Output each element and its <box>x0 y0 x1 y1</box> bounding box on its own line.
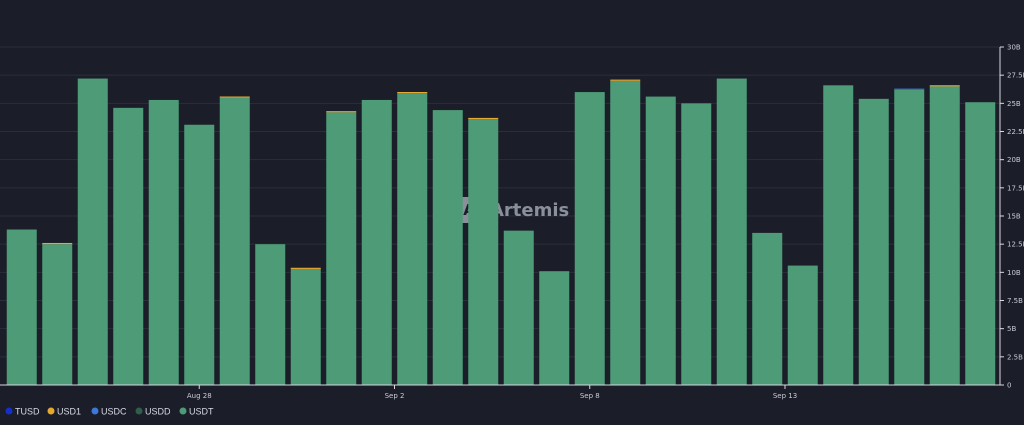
legend-label-usdc: USDC <box>101 407 127 417</box>
bar-usdt <box>468 119 499 386</box>
watermark-text: Artemis <box>490 200 569 221</box>
y-tick-label: 5B <box>1007 325 1016 333</box>
legend-label-usd1: USD1 <box>57 407 81 417</box>
bar-usd1 <box>290 267 321 269</box>
bars <box>6 78 996 386</box>
bar-usdt <box>255 244 286 385</box>
bar-usdt <box>574 92 605 386</box>
y-tick-label: 22.5B <box>1007 128 1024 136</box>
bar-usd1 <box>929 85 960 87</box>
x-axis: Aug 28 Sep 2 Sep 8 Sep 13 <box>187 385 797 400</box>
bar-usdt <box>432 110 463 386</box>
bar-usd1 <box>610 79 641 81</box>
bar-usd1 <box>42 242 73 245</box>
x-tick-label: Aug 28 <box>187 392 212 400</box>
bar-usdt <box>894 89 925 386</box>
y-axis: 30B 27.5B 25B 22.5B 20B 17.5B 15B 12.5B 10B 7.5B 5… <box>1000 44 1024 390</box>
legend-label-usdd: USDD <box>145 407 171 417</box>
bar-usdt <box>148 99 179 385</box>
x-tick-label: Sep 13 <box>773 392 797 400</box>
bar-usdt <box>361 99 392 385</box>
bar-usdt <box>787 265 818 385</box>
legend-marker-tusd <box>5 407 13 415</box>
bar-usdt <box>6 229 37 385</box>
bar-usdt <box>397 93 428 386</box>
y-tick-label: 15B <box>1007 213 1021 221</box>
bar-usdt <box>610 80 641 386</box>
y-tick-label: 10B <box>1007 269 1021 277</box>
bar-usd1 <box>219 96 250 98</box>
bar-usd1 <box>397 91 428 94</box>
bar-usdt <box>503 230 534 385</box>
bar-usdt <box>539 271 570 385</box>
bar-usdt <box>645 96 676 385</box>
y-tick-label: 25B <box>1007 100 1021 108</box>
x-tick-label: Sep 2 <box>385 392 405 400</box>
y-tick-label: 7.5B <box>1007 297 1023 305</box>
bar-usdt <box>823 85 854 385</box>
x-tick-label: Sep 8 <box>580 392 600 400</box>
legend-label-usdt: USDT <box>189 407 214 417</box>
legend-marker-usdt <box>179 407 187 415</box>
bar-usdt <box>219 97 250 385</box>
legend-marker-usdc <box>91 407 99 415</box>
bar-usdt <box>681 103 712 385</box>
y-tick-label: 0 <box>1007 382 1011 390</box>
y-tick-label: 2.5B <box>1007 353 1023 361</box>
y-tick-label: 20B <box>1007 156 1021 164</box>
bar-usdt <box>326 112 357 385</box>
y-tick-label: 12.5B <box>1007 241 1024 249</box>
legend-label-tusd: TUSD <box>15 407 40 417</box>
y-tick-label: 30B <box>1007 44 1021 52</box>
bar-usdt <box>77 78 108 386</box>
legend-marker-usdd <box>135 407 143 415</box>
bar-usdt <box>290 268 321 385</box>
bar-usd1 <box>326 111 357 113</box>
bar-usdt <box>42 244 73 385</box>
bar-usdt <box>929 86 960 385</box>
legend: TUSD USD1 USDC USDD USDT <box>5 407 214 417</box>
legend-marker-usd1 <box>47 407 55 415</box>
y-tick-label: 27.5B <box>1007 72 1024 80</box>
bar-usdt <box>113 107 144 385</box>
bar-usdt <box>858 98 889 386</box>
bar-usdt <box>752 232 783 385</box>
bar-usdt <box>716 78 747 386</box>
bar-usdt <box>184 124 215 386</box>
bar-usd1 <box>468 117 499 120</box>
bar-usdc <box>894 88 925 90</box>
bar-usdt <box>965 102 996 385</box>
y-tick-label: 17.5B <box>1007 184 1024 192</box>
